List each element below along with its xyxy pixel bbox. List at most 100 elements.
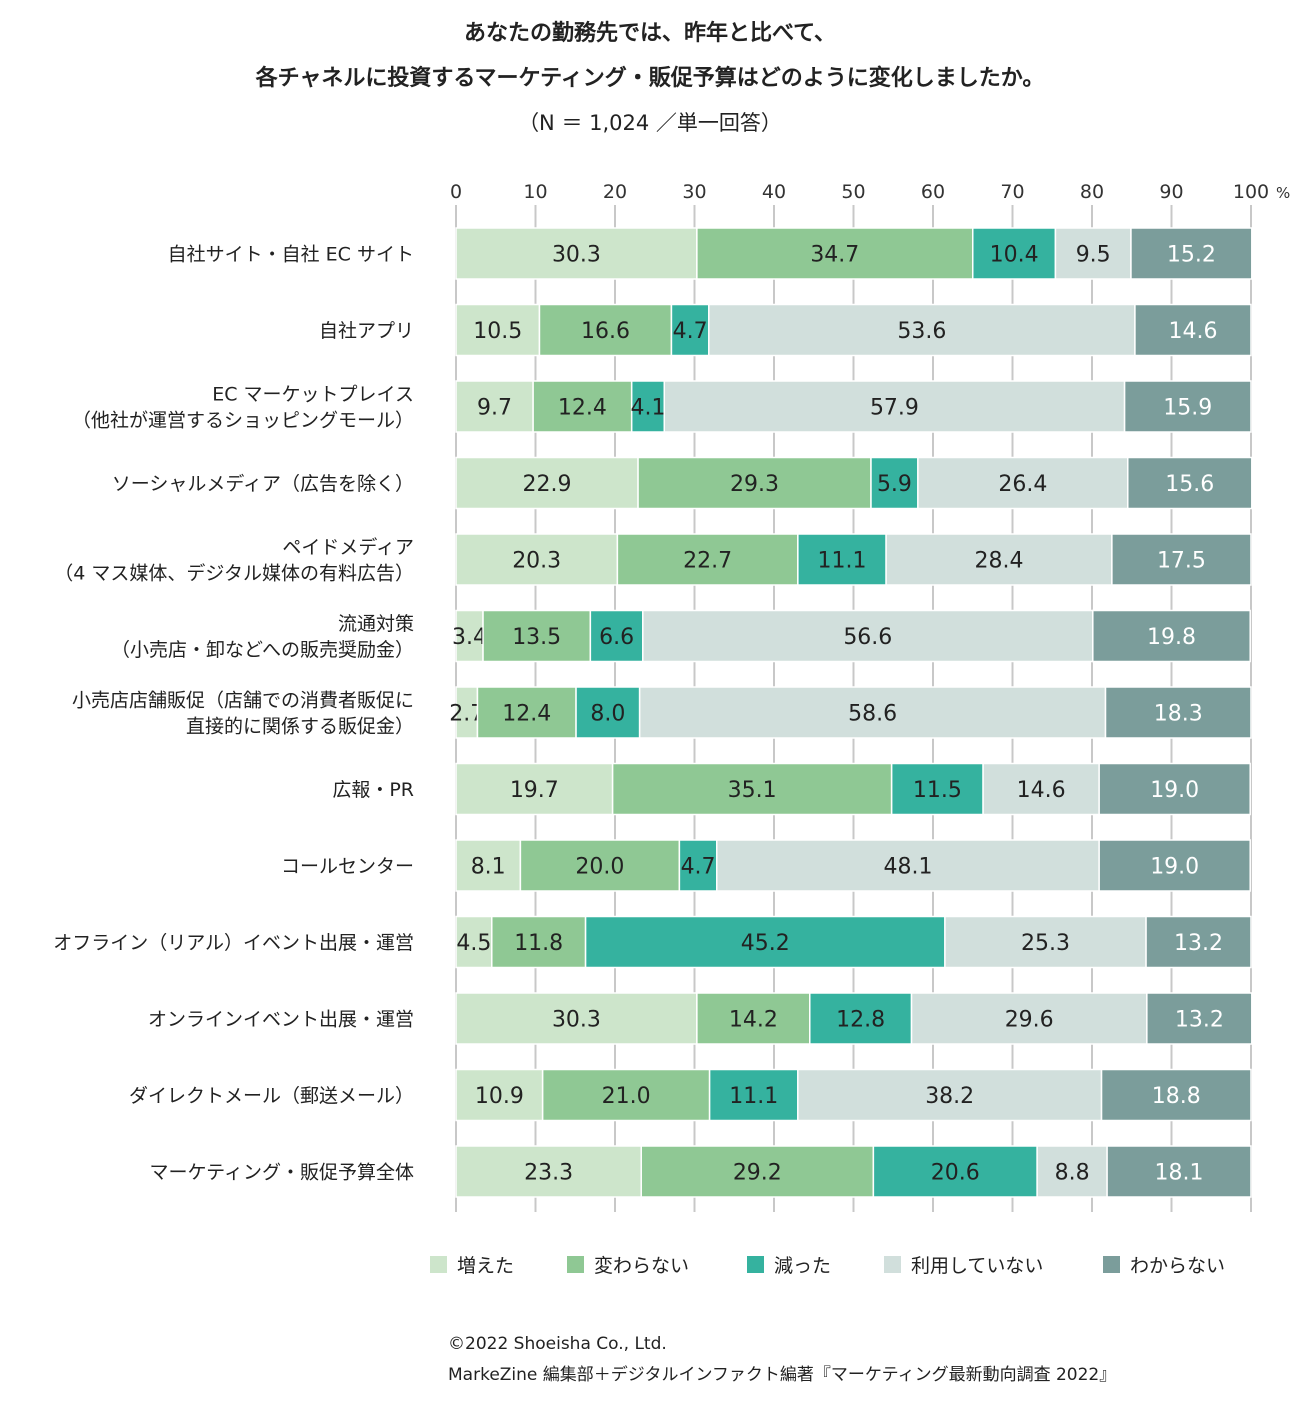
data-label: 12.8 [836,1008,885,1033]
data-label: 15.9 [1163,396,1212,421]
legend-label: 利用していない [911,1255,1043,1277]
legend-item: 増えた [430,1255,514,1277]
bar-segment [616,533,799,586]
x-tick-label: 40 [762,181,786,203]
category-label-line: 流通対策 [338,613,414,635]
bar-segment [455,839,522,892]
legend-label: わからない [1130,1255,1225,1277]
bar-segment [482,609,592,663]
bar-segment [1104,686,1252,739]
bar-segment [611,762,893,816]
data-label: 26.4 [998,472,1047,497]
bar-segment [708,303,1136,357]
bar-segment [1130,227,1253,280]
x-tick-label: 80 [1080,181,1104,203]
data-label: 12.4 [558,396,607,421]
data-label: 35.1 [728,778,777,803]
data-label: 20.0 [575,855,624,880]
bar-segment [532,380,633,433]
bar-segment [890,762,984,816]
category-label: オフライン（リアル）イベント出展・運営 [53,932,414,954]
bar-segment [1098,839,1251,892]
data-label: 6.6 [599,625,634,650]
data-label: 16.6 [581,319,630,344]
category-label: 自社サイト・自社 EC サイト [168,244,414,266]
bar-row: 30.3 14.2 12.8 29.6 13.2 [455,992,1253,1045]
bar-segment [455,992,698,1045]
data-label: 5.9 [877,472,912,497]
category-label: 自社アプリ [319,320,414,342]
bar-row: 23.3 29.2 20.6 8.8 18.1 [455,1145,1252,1198]
bar-segment [1134,303,1252,357]
bar-segment [1145,915,1252,969]
category-label-line: EC マーケットプレイス [212,384,414,406]
bar-segment [678,839,718,892]
x-unit-label: % [1276,184,1290,202]
legend-item: 変わらない [567,1255,689,1277]
data-label: 29.2 [733,1161,782,1186]
bar-row: 10.5 16.6 4.7 53.6 14.6 [455,303,1252,357]
bar-segment [1036,1145,1108,1198]
category-label: コールセンター [281,856,414,878]
data-label: 19.7 [510,778,559,803]
data-label: 12.4 [502,702,551,727]
data-label: 11.8 [514,931,563,956]
bar-row: 30.3 34.7 10.4 9.5 15.2 [455,227,1253,280]
bar-row: 20.3 22.7 11.1 28.4 17.5 [455,533,1252,586]
data-label: 11.1 [817,549,866,574]
data-label: 3.4 [452,625,487,650]
bar-row: 3.4 13.5 6.6 56.6 19.8 [452,609,1251,663]
category-label-line: （他社が運営するショッピングモール） [72,410,414,432]
x-tick-label: 100 [1233,181,1269,203]
bar-segment [455,1068,544,1122]
legend-item: 利用していない [884,1255,1043,1277]
data-label: 13.2 [1175,1008,1224,1033]
bar-segment [885,533,1113,586]
data-label: 38.2 [925,1084,974,1109]
bar-segment [575,686,641,739]
legend-swatch [1103,1256,1120,1273]
bar-segment [455,533,619,586]
bar-row: 8.1 20.0 4.7 48.1 19.0 [455,839,1251,892]
category-label-line: （4 マス媒体、デジタル媒体の有料広告） [54,563,414,585]
data-label: 21.0 [602,1084,651,1109]
data-label: 10.9 [475,1084,524,1109]
data-label: 25.3 [1021,931,1070,956]
bar-segment [455,762,614,816]
bar-segment [584,915,946,969]
x-tick-label: 20 [603,181,627,203]
bar-segment [640,1145,875,1198]
bar-segment [708,1068,799,1122]
x-axis-ticks: 0 10 20 30 40 50 60 70 80 90 100% [450,181,1290,203]
data-label: 19.0 [1150,855,1199,880]
bar-segment [455,303,541,357]
bar-row: 19.7 35.1 11.5 14.6 19.0 [455,762,1251,816]
data-label: 28.4 [974,549,1023,574]
data-label: 4.1 [630,396,665,421]
bar-segment [1100,1068,1252,1122]
data-label: 4.7 [681,855,716,880]
category-label-line: ペイドメディア [282,537,414,559]
footer-copyright: ©2022 Shoeisha Co., Ltd. [448,1334,667,1354]
bar-segment [541,1068,711,1122]
bar-row: 10.9 21.0 11.1 38.2 18.8 [455,1068,1252,1122]
bar-segment [455,456,639,510]
bar-segment [872,1145,1038,1198]
data-label: 56.6 [843,625,892,650]
bar-row: 22.9 29.3 5.9 26.4 15.6 [455,456,1253,510]
bar-segment [917,456,1129,510]
category-label: ソーシャルメディア（広告を除く） [112,473,414,495]
bar-segment [797,1068,1103,1122]
x-tick-label: 70 [1000,181,1024,203]
category-label: 広報・PR [332,779,414,801]
legend-label: 変わらない [594,1255,689,1277]
bar-segment [519,839,681,892]
data-label: 15.2 [1167,243,1216,268]
data-label: 30.3 [552,1008,601,1033]
data-label: 14.2 [729,1008,778,1033]
data-label: 29.6 [1005,1008,1054,1033]
bar-segment [944,915,1147,969]
data-label: 23.3 [524,1161,573,1186]
